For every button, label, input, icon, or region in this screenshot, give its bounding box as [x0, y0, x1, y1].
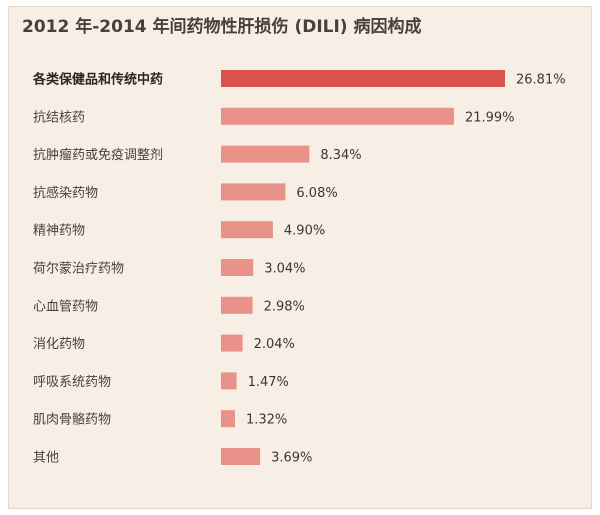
value-label: 1.32% — [246, 413, 287, 428]
chart-title: 2012 年-2014 年间药物性肝损伤 (DILI) 病因构成 — [22, 17, 422, 37]
bar — [221, 70, 505, 87]
value-label: 3.04% — [264, 262, 305, 277]
value-label: 21.99% — [465, 110, 515, 125]
bar — [221, 448, 261, 465]
bar — [221, 145, 310, 163]
value-label: 2.04% — [254, 337, 295, 352]
bar — [221, 372, 237, 390]
bar — [221, 259, 254, 276]
value-label: 2.98% — [264, 299, 305, 314]
category-label: 心血管药物 — [33, 299, 98, 314]
value-label: 26.81% — [516, 73, 566, 88]
category-label: 抗结核药 — [33, 110, 85, 125]
category-label: 消化药物 — [33, 337, 85, 352]
bar — [221, 107, 454, 125]
category-label: 各类保健品和传统中药 — [32, 72, 163, 88]
value-label: 1.47% — [248, 375, 289, 390]
bar — [221, 334, 243, 352]
bar — [221, 183, 286, 201]
chart-panel — [8, 6, 592, 509]
category-label: 呼吸系统药物 — [33, 375, 111, 390]
bar — [221, 221, 273, 239]
category-label: 精神药物 — [33, 224, 85, 239]
category-label: 其他 — [33, 451, 59, 466]
value-label: 6.08% — [296, 186, 337, 201]
bar — [221, 410, 235, 428]
category-label: 肌肉骨骼药物 — [33, 412, 111, 428]
category-label: 荷尔蒙治疗药物 — [33, 262, 124, 277]
category-label: 抗肿瘤药或免疫调整剂 — [33, 147, 163, 163]
value-label: 3.69% — [271, 451, 312, 466]
value-label: 4.90% — [284, 224, 325, 239]
bar — [221, 296, 253, 314]
category-label: 抗感染药物 — [33, 185, 98, 201]
value-label: 8.34% — [320, 148, 361, 163]
